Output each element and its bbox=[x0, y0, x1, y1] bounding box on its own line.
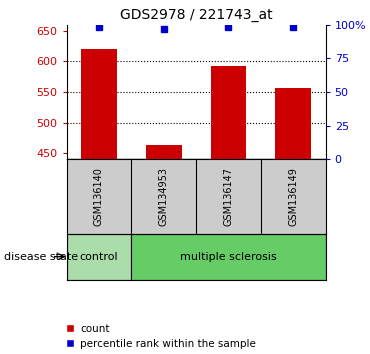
Title: GDS2978 / 221743_at: GDS2978 / 221743_at bbox=[120, 8, 272, 22]
Text: disease state: disease state bbox=[4, 252, 78, 262]
Bar bbox=[131, 234, 326, 280]
Bar bbox=[67, 234, 131, 280]
Bar bbox=[81, 49, 117, 159]
Text: GSM136147: GSM136147 bbox=[223, 167, 233, 226]
Text: GSM134953: GSM134953 bbox=[159, 167, 169, 226]
Bar bbox=[211, 66, 246, 159]
Bar bbox=[275, 88, 311, 159]
Text: GSM136140: GSM136140 bbox=[94, 167, 104, 226]
Bar bbox=[146, 145, 182, 159]
Legend: count, percentile rank within the sample: count, percentile rank within the sample bbox=[64, 324, 256, 349]
Text: GSM136149: GSM136149 bbox=[288, 167, 298, 226]
Text: multiple sclerosis: multiple sclerosis bbox=[180, 252, 277, 262]
Text: control: control bbox=[80, 252, 118, 262]
